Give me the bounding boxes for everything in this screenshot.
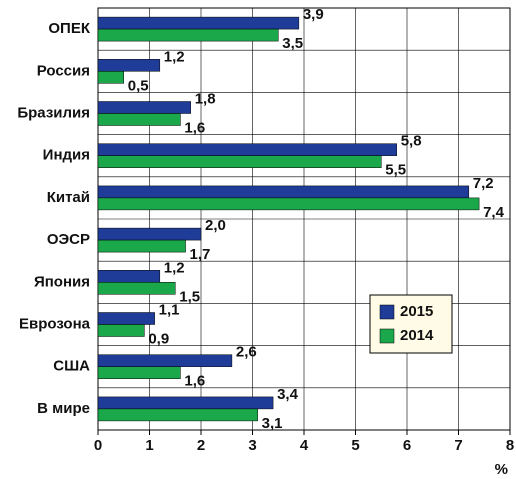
x-tick-label: 7 xyxy=(454,437,462,454)
legend-label: 2015 xyxy=(400,303,433,320)
value-label: 3,4 xyxy=(277,386,299,403)
value-label: 1,1 xyxy=(159,301,180,318)
value-label: 7,4 xyxy=(483,204,505,221)
x-tick-label: 1 xyxy=(145,437,153,454)
x-tick-label: 8 xyxy=(506,437,514,454)
y-tick-label: США xyxy=(53,358,90,375)
bar xyxy=(97,324,145,337)
legend: 2015 2014 xyxy=(369,294,453,354)
value-label: 3,1 xyxy=(262,415,283,432)
bar xyxy=(97,71,124,84)
value-label: 0,9 xyxy=(148,330,169,347)
bar xyxy=(97,312,155,325)
y-tick-label: В мире xyxy=(37,400,90,417)
value-label: 2,0 xyxy=(205,217,226,234)
y-tick-label: Япония xyxy=(34,273,90,290)
bar xyxy=(97,143,397,156)
bar xyxy=(97,197,480,211)
bar xyxy=(97,113,181,126)
x-tick-label: 5 xyxy=(351,437,359,454)
y-tick-label: Бразилия xyxy=(17,104,90,121)
bar xyxy=(97,239,186,253)
bar xyxy=(97,354,233,367)
value-label: 7,2 xyxy=(473,175,494,192)
x-tick-label: 0 xyxy=(94,437,102,454)
legend-swatch xyxy=(379,304,395,320)
bar xyxy=(97,101,191,114)
bar xyxy=(97,282,176,295)
y-tick-label: Россия xyxy=(37,62,90,79)
bar xyxy=(97,155,382,168)
x-axis-label: % xyxy=(495,461,508,478)
bar xyxy=(97,270,161,283)
value-label: 5,5 xyxy=(385,162,406,179)
legend-label: 2014 xyxy=(400,327,434,344)
bar xyxy=(97,366,181,379)
y-tick-label: Индия xyxy=(43,147,90,164)
bar xyxy=(97,408,258,422)
bar xyxy=(97,185,470,199)
value-label: 1,8 xyxy=(195,90,216,107)
y-tick-label: ОЭСР xyxy=(47,231,90,248)
y-tick-label: Еврозона xyxy=(19,315,91,332)
value-label: 1,6 xyxy=(184,119,205,136)
x-tick-label: 3 xyxy=(248,437,256,454)
legend-box xyxy=(369,294,453,354)
value-label: 1,5 xyxy=(179,288,200,305)
value-label: 0,5 xyxy=(128,77,149,94)
value-label: 1,2 xyxy=(164,259,185,276)
value-label: 1,7 xyxy=(190,246,211,263)
legend-swatch xyxy=(379,328,395,344)
x-tick-label: 2 xyxy=(197,437,205,454)
value-label: 3,5 xyxy=(282,35,303,52)
bar xyxy=(97,59,161,72)
y-tick-label: Китай xyxy=(47,189,90,206)
x-tick-label: 6 xyxy=(403,437,411,454)
bar xyxy=(97,16,300,30)
value-label: 2,6 xyxy=(236,344,257,361)
value-label: 1,6 xyxy=(184,373,205,390)
value-label: 5,8 xyxy=(401,133,422,150)
y-tick-label: ОПЕК xyxy=(48,20,90,37)
value-label: 1,2 xyxy=(164,48,185,65)
value-label: 3,9 xyxy=(303,6,324,23)
bar xyxy=(97,28,279,42)
bar xyxy=(97,227,202,241)
x-tick-label: 4 xyxy=(300,437,309,454)
bar xyxy=(97,396,274,410)
